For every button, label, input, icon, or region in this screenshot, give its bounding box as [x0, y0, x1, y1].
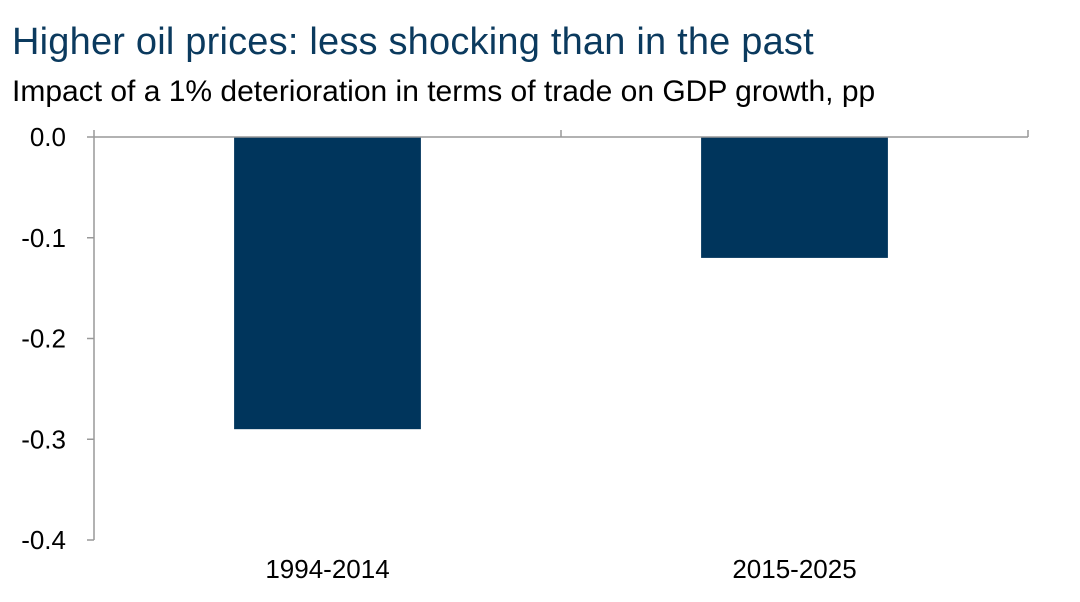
chart-subtitle: Impact of a 1% deterioration in terms of…	[12, 75, 876, 108]
bar-1994-2014	[234, 137, 421, 430]
chart-title: Higher oil prices: less shocking than in…	[12, 21, 814, 63]
chart-labels: 0.0 -0.1 -0.2 -0.3 -0.4 1994-2014 2015-2025	[21, 122, 1029, 584]
x-category-label: 2015-2025	[732, 554, 856, 584]
chart-axes	[87, 136, 95, 541]
x-category-label: 1994-2014	[265, 554, 389, 584]
chart-bars	[234, 137, 888, 430]
y-tick-label: -0.2	[21, 324, 66, 354]
y-tick-label: -0.1	[21, 223, 66, 253]
y-tick-label: 0.0	[30, 122, 66, 152]
bar-2015-2025	[701, 137, 888, 258]
y-tick-label: -0.3	[21, 424, 66, 454]
y-tick-label: -0.4	[21, 525, 66, 555]
